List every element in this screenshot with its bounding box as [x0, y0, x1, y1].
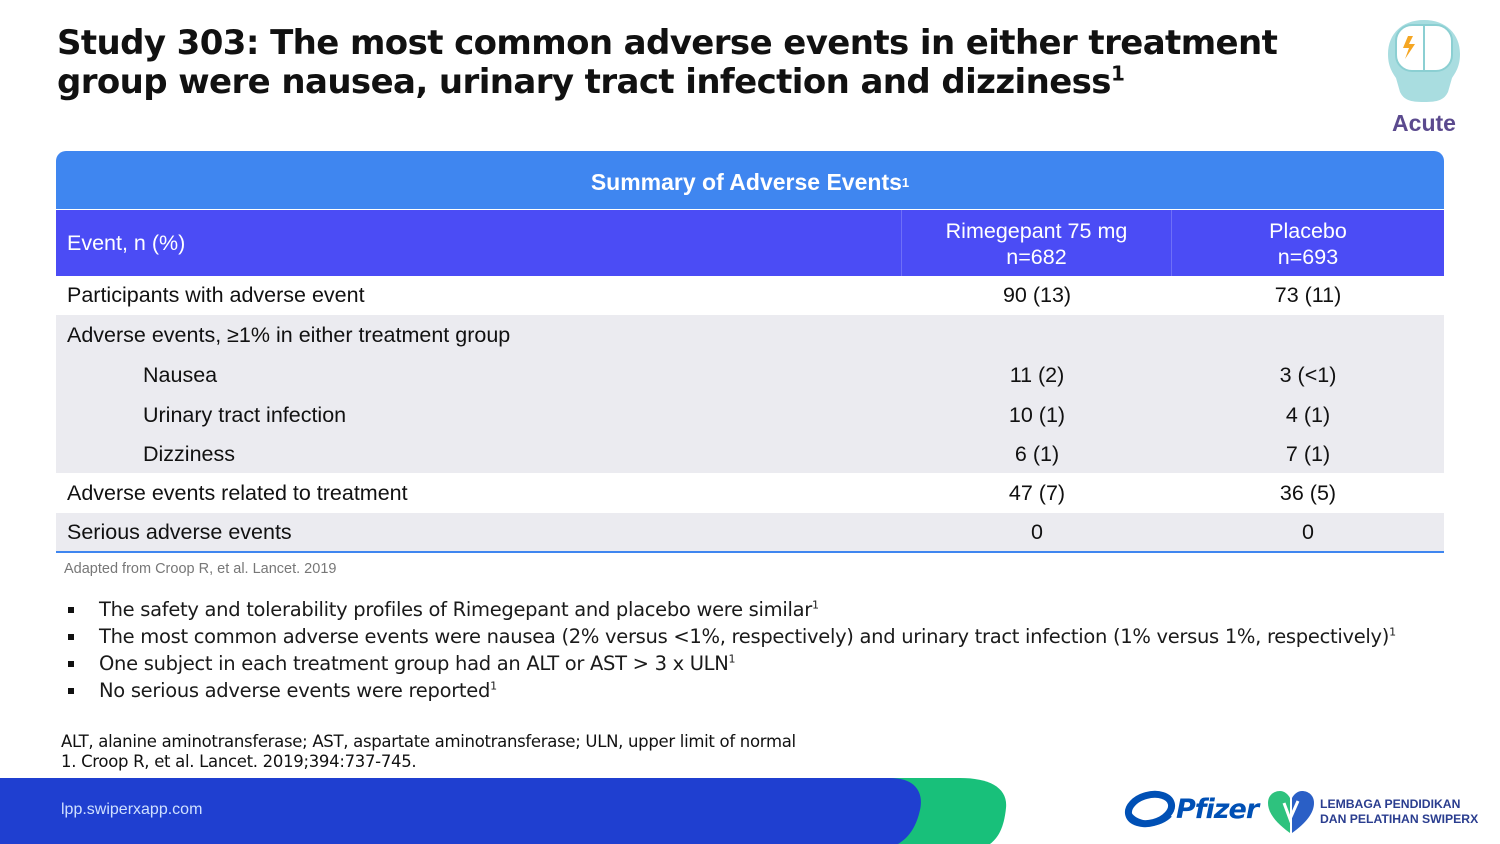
- footer-band: [0, 778, 1007, 844]
- placebo-value: 7 (1): [1285, 441, 1331, 466]
- badge-label: Acute: [1392, 110, 1456, 136]
- table-row: Nausea 11 (2) 3 (<1): [56, 355, 1444, 395]
- column-header-event: Event, n (%): [56, 210, 902, 276]
- row-label: Adverse events, ≥1% in either treatment …: [67, 322, 511, 347]
- table-bottom-rule: [56, 551, 1444, 553]
- lpp-line-1: LEMBAGA PENDIDIKAN: [1320, 797, 1461, 811]
- rimegepant-value: 10 (1): [1008, 402, 1066, 427]
- bullet-footnote-ref: 1: [728, 652, 736, 666]
- placebo-value: 36 (5): [1279, 480, 1337, 505]
- row-label: Nausea: [143, 362, 218, 387]
- bullet-footnote-ref: 1: [811, 598, 819, 612]
- square-bullet-icon: [68, 688, 74, 694]
- rimegepant-value: 47 (7): [1008, 480, 1066, 505]
- row-label: Adverse events related to treatment: [67, 480, 408, 505]
- rimegepant-value: 6 (1): [1014, 441, 1060, 466]
- row-label: Urinary tract infection: [143, 402, 347, 427]
- placebo-header-n: n=693: [1277, 245, 1339, 269]
- adverse-events-table: Summary of Adverse Events 1 Event, n (%) …: [56, 151, 1444, 553]
- lpp-line-2: DAN PELATIHAN SWIPERX: [1320, 812, 1479, 826]
- table-row: Dizziness 6 (1) 7 (1): [56, 435, 1444, 473]
- acute-badge: Acute: [1380, 14, 1468, 140]
- heart-logo-icon: [1268, 791, 1314, 833]
- square-bullet-icon: [68, 607, 74, 613]
- bullet-text: One subject in each treatment group had …: [99, 652, 729, 675]
- placebo-value: 4 (1): [1285, 402, 1331, 427]
- reference-note: 1. Croop R, et al. Lancet. 2019;394:737-…: [61, 752, 417, 771]
- placebo-value: 0: [1302, 519, 1314, 544]
- bullet-item: One subject in each treatment group had …: [68, 650, 1468, 677]
- row-label: Dizziness: [143, 441, 235, 466]
- footer-url-link[interactable]: lpp.swiperxapp.com: [61, 801, 203, 818]
- bullet-text: The safety and tolerability profiles of …: [99, 598, 812, 621]
- bullet-text: The most common adverse events were naus…: [99, 625, 1390, 648]
- footnotes: ALT, alanine aminotransferase; AST, aspa…: [61, 732, 796, 772]
- slide-title: Study 303: The most common adverse event…: [57, 24, 1317, 102]
- table-row: Adverse events, ≥1% in either treatment …: [56, 315, 1444, 355]
- square-bullet-icon: [68, 661, 74, 667]
- table-caption: Summary of Adverse Events 1: [56, 151, 1444, 209]
- bullet-text: No serious adverse events were reported: [99, 679, 491, 702]
- pfizer-logo-icon: [1124, 790, 1176, 828]
- placebo-value: 3 (<1): [1279, 362, 1337, 387]
- bullet-footnote-ref: 1: [1389, 625, 1396, 639]
- title-footnote-ref: 1: [1110, 61, 1125, 86]
- key-points-list: The safety and tolerability profiles of …: [68, 596, 1468, 704]
- table-row: Adverse events related to treatment 47 (…: [56, 473, 1444, 513]
- table-row: Participants with adverse event 90 (13) …: [56, 276, 1444, 315]
- placebo-header-name: Placebo: [1269, 219, 1347, 243]
- column-header-placebo: Placebo n=693: [1172, 210, 1444, 276]
- slide-title-text: Study 303: The most common adverse event…: [57, 23, 1278, 102]
- bullet-footnote-ref: 1: [490, 679, 497, 693]
- pfizer-wordmark: Pfizer: [1176, 794, 1259, 825]
- abbreviations-note: ALT, alanine aminotransferase; AST, aspa…: [61, 732, 796, 751]
- row-label: Participants with adverse event: [67, 283, 365, 307]
- rimegepant-header-n: n=682: [1006, 245, 1067, 269]
- rimegepant-value: 0: [1031, 519, 1043, 544]
- head-lightning-icon: [1388, 20, 1460, 102]
- row-label: Serious adverse events: [67, 519, 292, 544]
- column-header-rimegepant: Rimegepant 75 mg n=682: [902, 210, 1172, 276]
- bullet-item: The safety and tolerability profiles of …: [68, 596, 1468, 623]
- square-bullet-icon: [68, 634, 74, 640]
- table-row: Urinary tract infection 10 (1) 4 (1): [56, 395, 1444, 435]
- bullet-item: The most common adverse events were naus…: [68, 623, 1468, 650]
- rimegepant-value: 11 (2): [1009, 362, 1065, 387]
- lpp-wordmark: LEMBAGA PENDIDIKAN DAN PELATIHAN SWIPERX: [1320, 797, 1478, 827]
- bullet-item: No serious adverse events were reported1: [68, 677, 1468, 704]
- table-row: Serious adverse events 0 0: [56, 513, 1444, 551]
- rimegepant-value: 90 (13): [1002, 283, 1072, 307]
- placebo-value: 73 (11): [1274, 283, 1342, 307]
- caption-footnote-ref: 1: [901, 174, 910, 190]
- table-column-headers: Event, n (%) Rimegepant 75 mg n=682 Plac…: [56, 209, 1444, 276]
- table-caption-text: Summary of Adverse Events: [590, 168, 902, 195]
- rimegepant-header-name: Rimegepant 75 mg: [945, 219, 1128, 243]
- table-source-note: Adapted from Croop R, et al. Lancet. 201…: [64, 561, 337, 577]
